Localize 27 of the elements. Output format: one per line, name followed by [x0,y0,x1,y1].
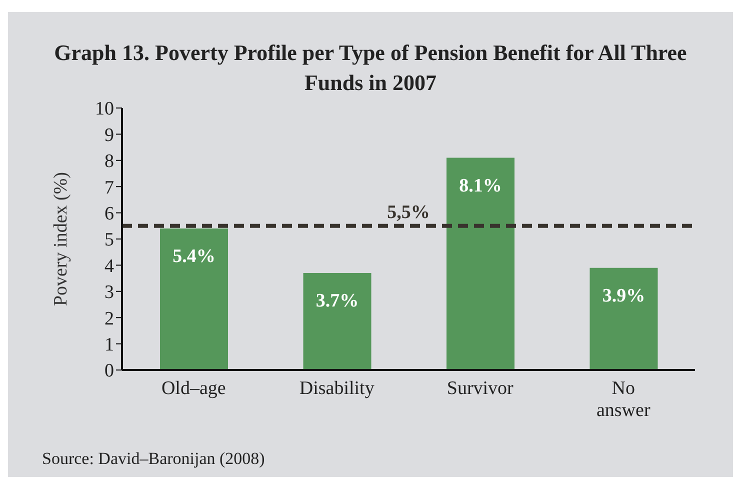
chart-title: Graph 13. Poverty Profile per Type of Pension Benefit for All Three Funds in 2007 [53,39,688,97]
ref-line-label: 5,5% [387,202,430,223]
y-tick-label: 1 [104,334,114,356]
y-tick-label: 8 [104,151,114,172]
data-label: 3.7% [316,290,359,312]
bar [303,273,372,370]
y-tick-label: 2 [104,308,114,330]
y-tick-label: 5 [104,230,114,251]
y-tick-label: 7 [104,177,114,198]
x-tick-label: No answer [596,378,651,421]
bar [160,228,228,370]
y-tick-label: 6 [104,204,114,225]
bar [446,158,514,370]
x-tick-label: Old–age [161,378,226,399]
source-note: Source: David–Baronijan (2008) [42,449,265,469]
data-label: 5.4% [172,246,216,268]
bar [590,268,658,370]
y-tick-label: 4 [104,256,114,277]
x-tick-label: Survivor [446,378,514,399]
x-tick-label: Disability [299,378,375,399]
y-tick-label: 3 [104,282,114,304]
data-label: 3.9% [602,285,646,306]
y-axis-title: Povery index (%) [50,172,72,306]
y-tick-label: 10 [95,98,114,120]
data-label: 8.1% [459,175,502,196]
y-tick-label: 0 [104,360,114,382]
y-tick-label: 9 [104,124,114,146]
